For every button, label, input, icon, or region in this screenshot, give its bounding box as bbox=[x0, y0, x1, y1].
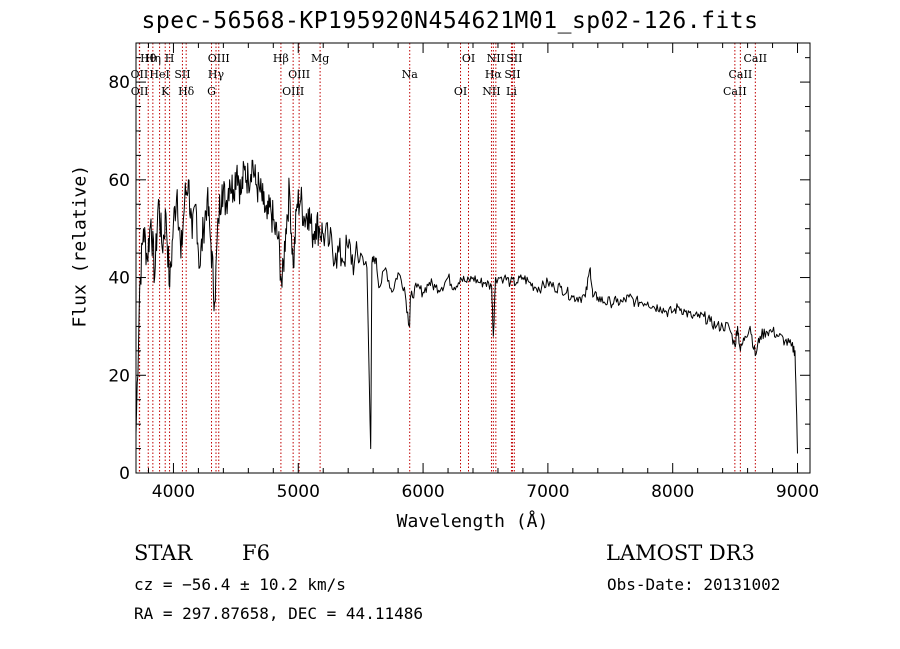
line-marker-label-23: Li bbox=[506, 85, 517, 98]
ra-dec-coordinates: RA = 297.87658, DEC = 44.11486 bbox=[134, 604, 423, 623]
line-marker-label-24: SII bbox=[506, 52, 522, 65]
line-marker-label-0: Hθ bbox=[140, 52, 157, 65]
y-tick-label-0: 0 bbox=[119, 464, 130, 484]
line-marker-label-6: H bbox=[165, 52, 175, 65]
plot-frame bbox=[135, 42, 811, 474]
x-tick-label-2: 6000 bbox=[401, 482, 444, 502]
x-tick-label-4: 8000 bbox=[651, 482, 694, 502]
x-tick-label-1: 5000 bbox=[277, 482, 320, 502]
line-marker-label-19: Hα bbox=[485, 68, 503, 81]
survey-name: LAMOST DR3 bbox=[606, 541, 755, 565]
line-marker-label-17: OI bbox=[454, 85, 467, 98]
line-marker-label-9: OIII bbox=[208, 52, 230, 65]
x-tick-label-3: 7000 bbox=[526, 482, 569, 502]
y-tick-label-1: 20 bbox=[108, 366, 130, 386]
line-marker-label-4: HeI bbox=[149, 68, 169, 81]
line-marker-label-7: SII bbox=[174, 68, 190, 81]
line-marker-label-8: Hδ bbox=[178, 85, 195, 98]
object-class: STAR bbox=[134, 541, 193, 565]
line-marker-label-21: NII bbox=[487, 52, 505, 65]
object-subclass: F6 bbox=[242, 541, 270, 565]
line-marker-label-13: OIII bbox=[288, 68, 310, 81]
line-marker-label-25: CaII bbox=[729, 68, 753, 81]
observation-date: Obs-Date: 20131002 bbox=[607, 575, 781, 594]
x-tick-label-0: 4000 bbox=[152, 482, 195, 502]
line-marker-label-5: K bbox=[161, 85, 170, 98]
redshift-cz: cz = −56.4 ± 10.2 km/s bbox=[134, 575, 346, 594]
spectrum-series-line bbox=[135, 159, 798, 454]
y-tick-label-4: 80 bbox=[108, 73, 130, 93]
line-marker-label-18: OI bbox=[462, 52, 475, 65]
line-marker-label-22: SII bbox=[504, 68, 520, 81]
line-marker-label-11: G bbox=[207, 85, 216, 98]
line-marker-label-14: OIII bbox=[282, 85, 304, 98]
line-marker-label-10: Hγ bbox=[208, 68, 225, 81]
line-marker-label-12: Hβ bbox=[273, 52, 289, 65]
chart-title: spec-56568-KP195920N454621M01_sp02-126.f… bbox=[141, 8, 759, 34]
line-marker-label-2: OII bbox=[131, 85, 149, 98]
line-marker-label-16: Na bbox=[402, 68, 419, 81]
line-marker-label-1: OII bbox=[131, 68, 149, 81]
line-marker-label-15: Mg bbox=[311, 52, 329, 65]
line-marker-label-26: CaII bbox=[723, 85, 747, 98]
line-marker-label-20: NII bbox=[482, 85, 500, 98]
y-tick-label-3: 60 bbox=[108, 171, 130, 191]
line-marker-label-27: CaII bbox=[743, 52, 767, 65]
x-axis-label: Wavelength (Å) bbox=[396, 511, 549, 532]
y-tick-label-2: 40 bbox=[108, 269, 130, 289]
x-tick-label-5: 9000 bbox=[776, 482, 819, 502]
line-marker-label-3: Hη bbox=[145, 52, 161, 65]
